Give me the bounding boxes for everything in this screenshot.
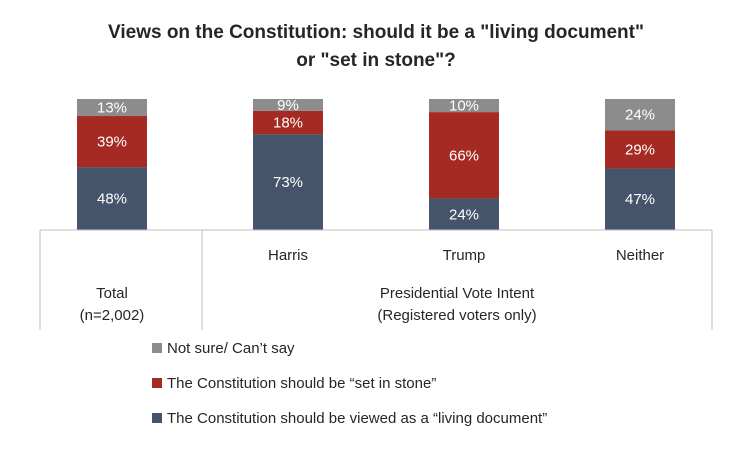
data-label-neither-s1: 29% <box>625 141 655 158</box>
bar-segment-neither-s0 <box>605 168 675 230</box>
category-label-harris: Harris <box>268 247 308 264</box>
category-axis <box>39 229 713 330</box>
bars-group: 48% 39% 13% 73% 18%9% 24% 66% 10% 47% 29% 24% <box>77 97 675 230</box>
data-label-trump-s1: 66% <box>449 147 479 164</box>
bar-segment-harris-s0 <box>253 134 323 230</box>
bar-segment-trump-s2 <box>429 99 499 113</box>
category-labels: Harris Trump Neither <box>268 247 664 264</box>
bar-segment-harris-s1 <box>253 110 323 135</box>
bar-segment-neither-s1 <box>605 130 675 169</box>
data-label-total-s0: 48% <box>97 191 127 208</box>
category-label-trump: Trump <box>443 247 486 264</box>
group-label-total-line1: Total <box>96 285 128 302</box>
legend-label-0: The Constitution should be viewed as a “… <box>167 410 547 427</box>
legend: Not sure/ Can’t say The Constitution shou… <box>152 340 547 427</box>
legend-swatch-1 <box>152 378 162 388</box>
data-label-neither-s0: 47% <box>625 191 655 208</box>
legend-label-2: Not sure/ Can’t say <box>167 340 295 357</box>
group-label-total-line2: (n=2,002) <box>80 307 145 324</box>
bar-segment-total-s2 <box>77 99 147 117</box>
group-label-pvi-line2: (Registered voters only) <box>377 307 536 324</box>
data-label-trump-s2: 10% <box>449 98 479 115</box>
data-label-trump-s0: 24% <box>449 206 479 223</box>
bar-segment-total-s1 <box>77 116 147 168</box>
chart-title-line1: Views on the Constitution: should it be … <box>108 22 644 43</box>
legend-swatch-0 <box>152 413 162 423</box>
bar-segment-neither-s2 <box>605 99 675 131</box>
bar-segment-total-s0 <box>77 167 147 230</box>
legend-swatch-2 <box>152 343 162 353</box>
data-label-neither-s2: 24% <box>625 107 655 124</box>
bar-segment-harris-s2 <box>253 99 323 111</box>
bar-segment-trump-s0 <box>429 198 499 230</box>
data-label-harris-s0: 73% <box>273 174 303 191</box>
group-label-pvi-line1: Presidential Vote Intent <box>380 285 535 302</box>
data-label-harris-s2: 9% <box>277 97 299 114</box>
data-label-total-s2: 13% <box>97 100 127 117</box>
category-label-neither: Neither <box>616 247 664 264</box>
legend-label-1: The Constitution should be “set in stone… <box>167 375 436 392</box>
data-label-harris-s1: 18% <box>273 115 303 132</box>
bar-segment-trump-s1 <box>429 112 499 199</box>
chart-title-line2: or "set in stone"? <box>296 50 455 71</box>
data-label-total-s1: 39% <box>97 134 127 151</box>
